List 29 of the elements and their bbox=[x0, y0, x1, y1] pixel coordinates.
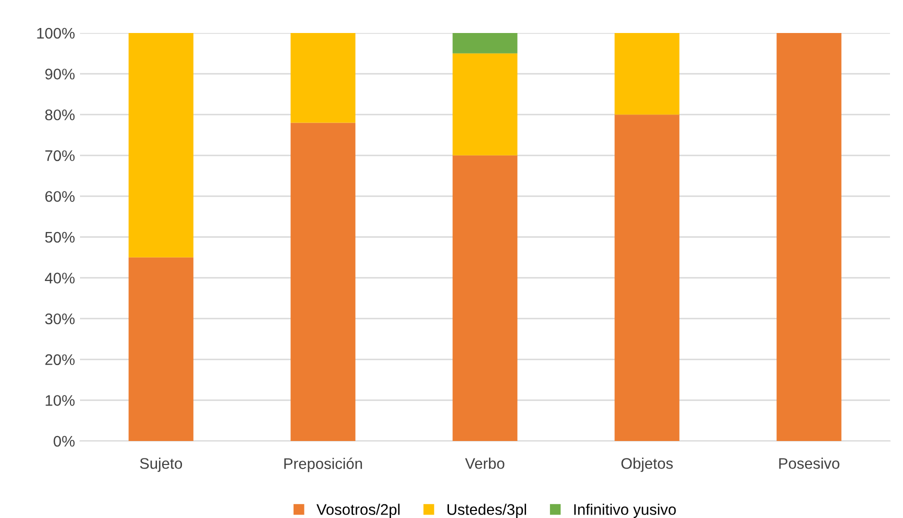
legend-label: Vosotros/2pl bbox=[316, 504, 400, 518]
y-tick-label: 90% bbox=[45, 68, 75, 80]
bar bbox=[452, 155, 518, 441]
x-tick-label: Verbo bbox=[465, 458, 504, 469]
bar bbox=[452, 53, 518, 156]
y-tick-label: 60% bbox=[45, 191, 75, 202]
y-tick-label: 100% bbox=[37, 28, 75, 39]
x-tick-label: Objetos bbox=[621, 458, 673, 472]
bar bbox=[614, 33, 680, 115]
y-tick-label: 50% bbox=[45, 232, 75, 243]
y-tick-label: 80% bbox=[45, 109, 75, 120]
x-tick-label: Sujeto bbox=[140, 458, 182, 472]
legend-label: Ustedes/3pl bbox=[448, 504, 526, 518]
y-tick-label: 10% bbox=[46, 395, 75, 406]
bar bbox=[452, 33, 518, 54]
y-tick-label: 70% bbox=[45, 150, 75, 162]
bar bbox=[776, 33, 842, 441]
y-tick-label: 0% bbox=[54, 436, 75, 447]
x-tick-label: Preposición bbox=[284, 458, 362, 472]
y-tick-label: 30% bbox=[45, 313, 75, 324]
bar bbox=[128, 257, 194, 441]
bar bbox=[290, 122, 356, 441]
bar bbox=[614, 114, 680, 441]
bar bbox=[290, 33, 356, 123]
y-tick-label: 20% bbox=[45, 354, 75, 366]
bar bbox=[128, 33, 194, 258]
x-tick-label: Posesivo bbox=[779, 458, 840, 469]
legend-label: Infinitivo yusivo bbox=[574, 504, 676, 518]
y-tick-label: 40% bbox=[44, 272, 75, 284]
